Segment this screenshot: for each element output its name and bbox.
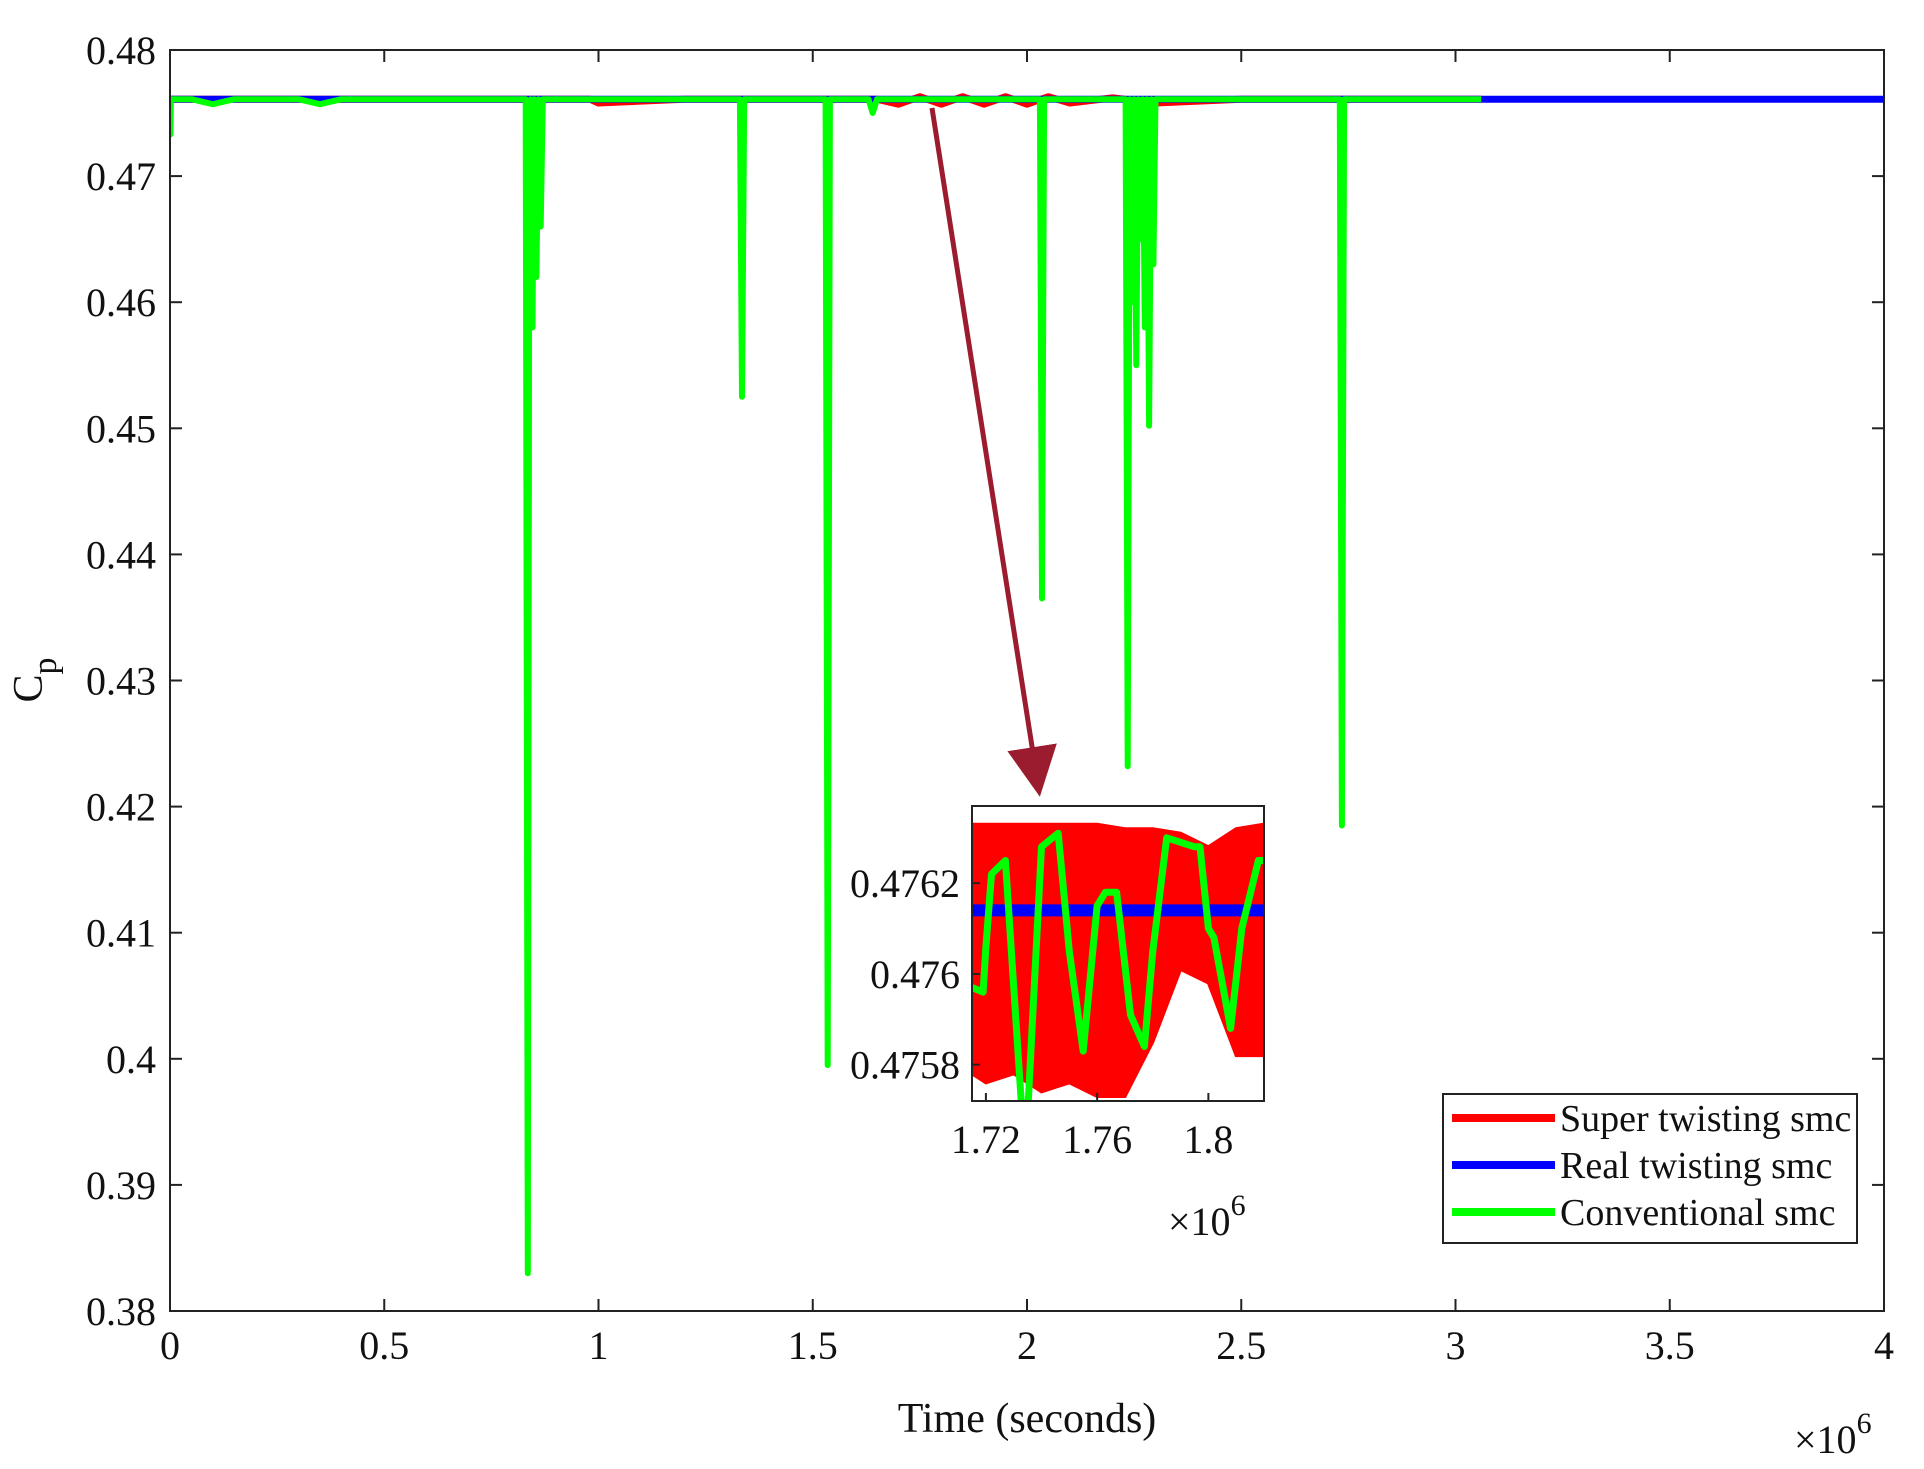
y-tick-label: 0.38	[86, 1289, 156, 1334]
inset-x-multiplier-base: ×10	[1168, 1199, 1231, 1244]
y-tick-label: 0.44	[86, 532, 156, 577]
x-tick-label: 0.5	[359, 1323, 409, 1368]
x-tick-label: 2	[1017, 1323, 1037, 1368]
main-x-ticks: 0 0.5 1 1.5 2 2.5 3 3.5 4	[160, 50, 1894, 1368]
inset-y-tick-label: 0.4762	[850, 861, 960, 906]
y-tick-label: 0.46	[86, 280, 156, 325]
y-tick-label: 0.4	[106, 1037, 156, 1082]
inset-x-multiplier-exponent: 6	[1231, 1189, 1246, 1222]
main-y-ticks: 0.38 0.39 0.4 0.41 0.42 0.43 0.44 0.45 0.46 0.47 0…	[86, 28, 1884, 1334]
inset-conventional-line	[972, 829, 1264, 1101]
y-axis-title-subscript: p	[27, 657, 64, 674]
inset-x-tick-label: 1.76	[1062, 1117, 1132, 1162]
x-axis-title: Time (seconds)	[898, 1396, 1157, 1442]
inset-y-ticks: 0.4758 0.476 0.4762	[850, 861, 980, 1088]
x-tick-label: 1	[589, 1323, 609, 1368]
inset-axes-frame	[971, 805, 1265, 1102]
svg-text:Cp: Cp	[6, 657, 64, 702]
y-axis-title-group: Cp	[6, 657, 64, 702]
inset-x-tick-label: 1.8	[1183, 1117, 1233, 1162]
y-tick-label: 0.48	[86, 28, 156, 73]
x-tick-label: 3	[1446, 1323, 1466, 1368]
inset-super-twisting-band	[972, 822, 1264, 1098]
x-tick-label: 1.5	[788, 1323, 838, 1368]
main-axes: 0 0.5 1 1.5 2 2.5 3 3.5 4 0.38 0.39 0.4 0.41 0.42 0.4…	[6, 28, 1894, 1462]
inset-axes: 1.72 1.76 1.8 0.4758 0.476 0.4762 ×106	[850, 805, 1265, 1244]
main-series-group	[170, 93, 1884, 1277]
legend-items: Super twisting smc Real twisting smc Conve…	[1452, 1098, 1851, 1234]
x-axis-multiplier-base: ×10	[1794, 1417, 1857, 1462]
inset-series-group	[972, 822, 1264, 1101]
y-tick-label: 0.41	[86, 911, 156, 956]
inset-x-multiplier: ×106	[1168, 1189, 1246, 1244]
y-tick-label: 0.45	[86, 406, 156, 451]
x-axis-multiplier-exponent: 6	[1857, 1407, 1872, 1440]
x-tick-label: 2.5	[1216, 1323, 1266, 1368]
inset-x-ticks: 1.72 1.76 1.8	[951, 1093, 1233, 1162]
y-tick-label: 0.47	[86, 154, 156, 199]
y-axis-title: C	[6, 674, 52, 702]
legend-item-real-twisting: Real twisting smc	[1452, 1145, 1832, 1187]
x-tick-label: 3.5	[1645, 1323, 1695, 1368]
y-tick-label: 0.39	[86, 1163, 156, 1208]
inset-x-tick-label: 1.72	[951, 1117, 1021, 1162]
zoom-arrow	[929, 107, 1057, 797]
legend-label: Conventional smc	[1560, 1192, 1835, 1234]
legend-label: Real twisting smc	[1560, 1145, 1832, 1187]
inset-y-tick-label: 0.4758	[850, 1043, 960, 1088]
x-tick-label: 4	[1874, 1323, 1894, 1368]
x-axis-multiplier: ×106	[1794, 1407, 1872, 1462]
series-conventional-line	[170, 96, 1482, 1277]
y-tick-label: 0.42	[86, 785, 156, 830]
inset-y-tick-label: 0.476	[870, 952, 960, 997]
y-tick-label: 0.43	[86, 659, 156, 704]
legend: Super twisting smc Real twisting smc Conve…	[1442, 1093, 1858, 1244]
legend-item-conventional: Conventional smc	[1452, 1192, 1835, 1234]
legend-item-super-twisting: Super twisting smc	[1452, 1098, 1851, 1140]
x-tick-label: 0	[160, 1323, 180, 1368]
legend-label: Super twisting smc	[1560, 1098, 1851, 1140]
